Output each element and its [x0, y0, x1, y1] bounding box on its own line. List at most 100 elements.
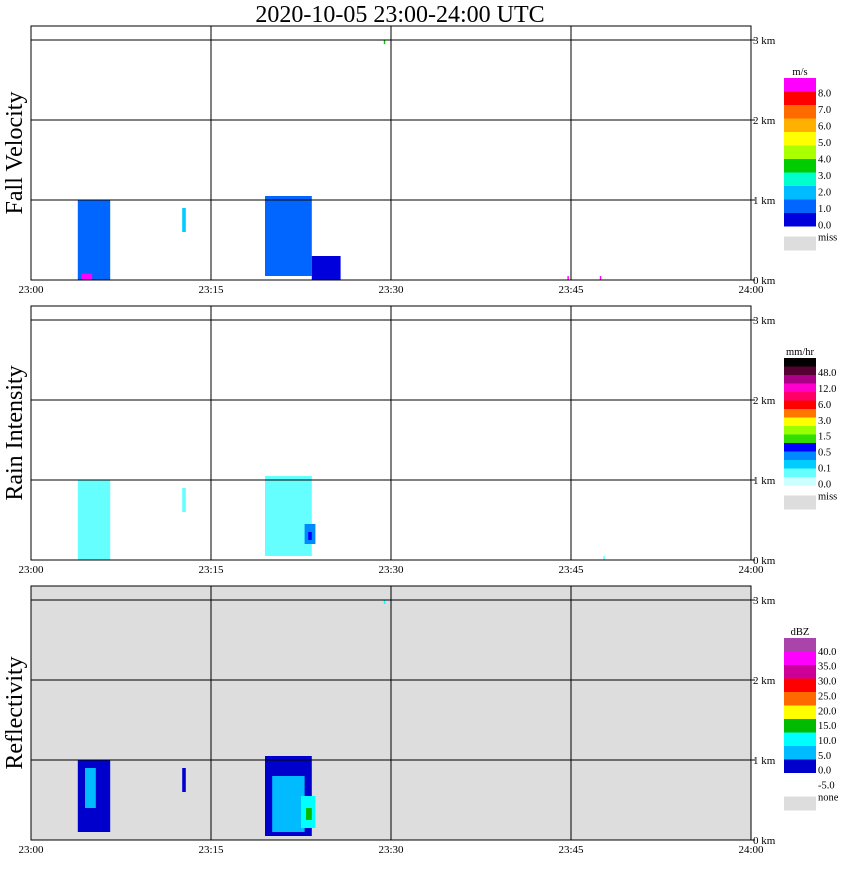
colorbar-swatch — [784, 118, 816, 132]
colorbar-level: 5.0 — [818, 751, 831, 762]
colorbar-swatch — [784, 434, 816, 443]
x-tick-label: 23:45 — [558, 284, 584, 296]
colorbar-swatch — [784, 417, 816, 426]
colorbar-swatch — [784, 145, 816, 159]
colorbar-swatch — [784, 678, 816, 692]
panel-title: Fall Velocity — [2, 92, 28, 215]
y-tick-label: 0 km — [753, 275, 776, 287]
colorbar-unit: dBZ — [791, 627, 810, 638]
panel-fall-velocity: 23:00 23:15 23:30 23:45 24:00 0 km 1 km 2 km… — [2, 25, 837, 296]
echo-cell — [265, 196, 312, 276]
plot-frame — [30, 305, 752, 561]
colorbar-miss-label: miss — [818, 492, 837, 503]
colorbar-swatch — [784, 477, 816, 486]
y-tick-label: 3 km — [753, 35, 776, 47]
colorbar-level: 3.0 — [818, 416, 831, 427]
colorbar-unit: mm/hr — [786, 347, 815, 358]
x-tick-label: 24:00 — [738, 284, 764, 296]
colorbar-miss-label: none — [818, 793, 839, 804]
colorbar-level: 2.0 — [818, 188, 831, 199]
echo-cell — [599, 276, 602, 280]
x-tick-label: 24:00 — [738, 564, 764, 576]
echo-cell — [182, 768, 186, 792]
colorbar-level: 0.1 — [818, 464, 831, 475]
x-tick-label: 24:00 — [738, 844, 764, 856]
y-tick-label: 1 km — [753, 195, 776, 207]
colorbar-swatch — [784, 366, 816, 375]
x-tick-label: 23:30 — [378, 844, 404, 856]
echo-cell — [306, 808, 312, 820]
colorbar-level: 6.0 — [818, 400, 831, 411]
colorbar-level: 40.0 — [818, 647, 836, 658]
x-tick-label: 23:45 — [558, 564, 584, 576]
echo-cell — [81, 273, 93, 280]
colorbar-swatch — [784, 451, 816, 460]
colorbar-swatch — [784, 759, 816, 773]
colorbar-swatch — [784, 665, 816, 679]
y-tick-label: 1 km — [753, 755, 776, 767]
colorbar-level: 6.0 — [818, 122, 831, 133]
colorbar-swatch — [784, 638, 816, 652]
colorbar-level: 0.0 — [818, 480, 831, 491]
x-tick-label: 23:30 — [378, 284, 404, 296]
colorbar-swatch — [784, 375, 816, 384]
colorbar-swatch — [784, 426, 816, 435]
colorbar-swatch — [784, 213, 816, 227]
colorbar-swatch — [784, 409, 816, 418]
colorbar-swatch — [784, 719, 816, 733]
colorbar-swatch — [784, 746, 816, 760]
y-tick-label: 0 km — [753, 835, 776, 847]
colorbar-swatch — [784, 443, 816, 452]
echo-cell — [383, 600, 386, 604]
colorbar-level: 1.5 — [818, 432, 831, 443]
colorbar-swatch — [784, 651, 816, 665]
y-tick-label: 3 km — [753, 315, 776, 327]
colorbar-swatch — [784, 705, 816, 719]
colorbar-level: 0.5 — [818, 448, 831, 459]
colorbar-level: 35.0 — [818, 662, 836, 673]
colorbar-swatch — [784, 78, 816, 92]
colorbar-level: 5.0 — [818, 138, 831, 149]
y-tick-label: 1 km — [753, 475, 776, 487]
colorbar-level: 48.0 — [818, 368, 836, 379]
colorbar-miss-swatch — [784, 796, 816, 811]
colorbar-miss-swatch — [784, 236, 816, 251]
colorbar-level: 0.0 — [818, 766, 831, 777]
colorbar-swatch — [784, 468, 816, 477]
colorbar-swatch — [784, 400, 816, 409]
colorbar-swatch — [784, 692, 816, 706]
x-tick-label: 23:45 — [558, 844, 584, 856]
chart-title: 2020-10-05 23:00-24:00 UTC — [255, 2, 544, 28]
colorbar-level: 7.0 — [818, 105, 831, 116]
colorbar-swatch — [784, 105, 816, 119]
x-tick-label: 23:00 — [18, 284, 44, 296]
colorbar-level: 10.0 — [818, 736, 836, 747]
echo-cell — [272, 776, 305, 832]
echo-cell — [182, 208, 186, 232]
echo-cell — [567, 276, 569, 280]
panel-title: Reflectivity — [2, 656, 28, 769]
colorbar-level: 0.0 — [818, 221, 831, 232]
y-tick-label: 2 km — [753, 115, 776, 127]
plot-frame — [30, 25, 752, 281]
panel-rain-intensity: 23:00 23:15 23:30 23:45 24:00 0 km 1 km 2 km… — [2, 305, 837, 576]
colorbar-level: 4.0 — [818, 155, 831, 166]
colorbar-level: 15.0 — [818, 721, 836, 732]
panel-reflectivity: 23:00 23:15 23:30 23:45 24:00 0 km 1 km 2 km… — [2, 585, 839, 856]
colorbar-swatch — [784, 186, 816, 200]
y-tick-label: 0 km — [753, 555, 776, 567]
colorbar-swatch — [784, 91, 816, 105]
colorbar-swatch — [784, 732, 816, 746]
colorbar-swatch — [784, 132, 816, 146]
colorbar-swatch — [784, 392, 816, 401]
echo-cell — [265, 476, 312, 556]
colorbar-miss-swatch — [784, 495, 816, 510]
colorbar-level: 3.0 — [818, 171, 831, 182]
echo-cell — [77, 480, 111, 560]
echo-cell — [311, 256, 341, 280]
colorbar-swatch — [784, 460, 816, 469]
echo-cell — [308, 532, 312, 540]
y-tick-label: 2 km — [753, 395, 776, 407]
x-tick-label: 23:00 — [18, 564, 44, 576]
